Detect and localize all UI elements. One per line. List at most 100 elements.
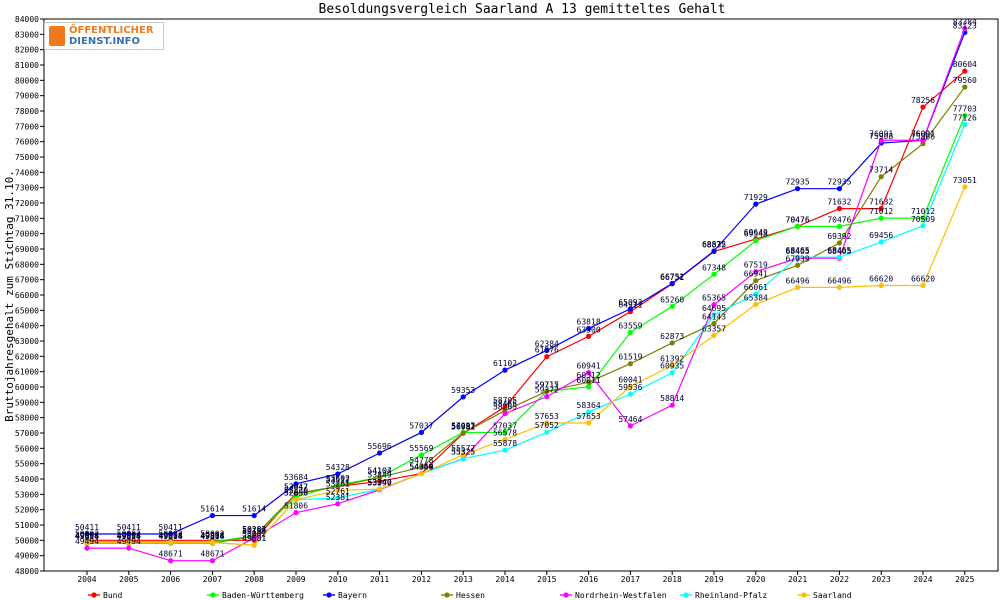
data-label: 57653	[535, 412, 559, 421]
data-label: 63357	[702, 325, 726, 334]
data-label: 59536	[618, 383, 642, 392]
y-tick-label: 48000	[15, 567, 39, 576]
y-tick-label: 58000	[15, 414, 39, 423]
data-label: 68405	[786, 247, 810, 256]
legend-swatch-marker	[801, 592, 807, 598]
x-tick-label: 2010	[328, 575, 347, 584]
legend-entry: Nordrhein-Westfalen	[575, 591, 667, 600]
x-tick-label: 2008	[245, 575, 264, 584]
data-point	[586, 384, 592, 390]
data-point	[293, 497, 299, 503]
data-label: 76091	[869, 129, 893, 138]
x-tick-label: 2004	[77, 575, 96, 584]
data-point	[753, 277, 759, 284]
data-point	[544, 347, 550, 354]
y-axis: 48000 49000 50000 51000 52000 53000 54000 55000…	[15, 15, 44, 576]
data-label: 78256	[911, 96, 935, 105]
legend-entry: Saarland	[813, 591, 852, 600]
y-tick-label: 84000	[15, 15, 39, 24]
data-label: 49814	[159, 532, 183, 541]
x-tick-label: 2005	[119, 575, 138, 584]
data-label: 50002	[200, 529, 224, 538]
data-point	[84, 545, 90, 551]
legend-entry: Hessen	[456, 591, 485, 600]
data-label: 61102	[493, 359, 517, 368]
data-label: 77703	[953, 105, 977, 114]
data-point	[544, 354, 550, 360]
data-point	[711, 332, 717, 339]
y-tick-label: 49000	[15, 552, 39, 561]
data-point	[168, 558, 174, 564]
data-point	[586, 325, 592, 332]
data-label: 53340	[368, 478, 392, 487]
data-label: 68405	[827, 247, 851, 256]
data-label: 58364	[577, 401, 601, 410]
series-line	[87, 70, 966, 541]
data-label: 49858	[75, 532, 99, 541]
data-label: 52830	[284, 486, 308, 495]
data-label: 66620	[869, 274, 893, 283]
data-label: 69392	[827, 232, 851, 241]
data-label: 71012	[869, 207, 893, 216]
data-label: 66941	[744, 270, 768, 279]
data-point	[293, 491, 299, 497]
data-label: 72935	[786, 178, 810, 187]
data-label: 63300	[577, 325, 601, 334]
data-label: 80604	[953, 60, 977, 69]
data-point	[627, 361, 634, 367]
data-label: 69649	[744, 228, 768, 237]
data-label: 49904	[159, 531, 183, 540]
data-point	[251, 512, 257, 519]
y-tick-label: 69000	[15, 245, 39, 254]
data-point	[377, 474, 383, 481]
series-lines	[84, 25, 968, 564]
data-point	[753, 201, 759, 207]
data-point	[209, 558, 215, 564]
data-point	[711, 248, 717, 254]
data-point	[544, 388, 550, 394]
data-point	[544, 429, 550, 435]
data-point	[669, 280, 675, 287]
data-point	[377, 450, 383, 456]
data-label: 51806	[284, 502, 308, 511]
data-label: 75908	[869, 132, 893, 141]
data-label: 49858	[200, 532, 224, 541]
y-tick-label: 76000	[15, 138, 39, 147]
data-point	[878, 174, 884, 180]
data-label: 62384	[535, 339, 559, 348]
data-point	[377, 486, 383, 492]
data-point	[627, 391, 634, 397]
y-tick-label: 80000	[15, 76, 39, 85]
data-label: 67519	[744, 261, 768, 270]
data-point	[418, 464, 424, 470]
data-label: 73714	[869, 166, 893, 175]
data-label: 50002	[159, 529, 183, 538]
logo-line-1: ÖFFENTLICHER	[69, 25, 154, 36]
x-tick-label: 2018	[663, 575, 682, 584]
y-tick-label: 72000	[15, 199, 39, 208]
data-label: 50411	[75, 523, 99, 532]
data-label: 65365	[702, 294, 726, 303]
y-tick-label: 54000	[15, 475, 39, 484]
data-label: 51614	[242, 505, 266, 514]
data-point	[418, 471, 424, 477]
x-tick-label: 2024	[913, 575, 932, 584]
data-point	[962, 121, 968, 128]
data-label: 49681	[242, 534, 266, 543]
data-label: 57052	[535, 421, 559, 430]
data-point	[586, 379, 592, 385]
data-label: 83123	[953, 21, 977, 30]
data-label: 59717	[535, 380, 559, 389]
x-tick-label: 2021	[788, 575, 807, 584]
data-label: 57037	[409, 421, 433, 430]
data-label: 50411	[117, 523, 141, 532]
data-label: 57464	[618, 415, 642, 424]
data-label: 58265	[493, 403, 517, 412]
data-label: 75866	[911, 133, 935, 142]
legend-swatch-marker	[444, 592, 450, 598]
data-labels: 50002 50002 50002 50002 50002 53047 53512 53849…	[75, 17, 977, 558]
data-point	[753, 237, 759, 244]
y-tick-label: 79000	[15, 92, 39, 101]
data-label: 71632	[827, 198, 851, 207]
